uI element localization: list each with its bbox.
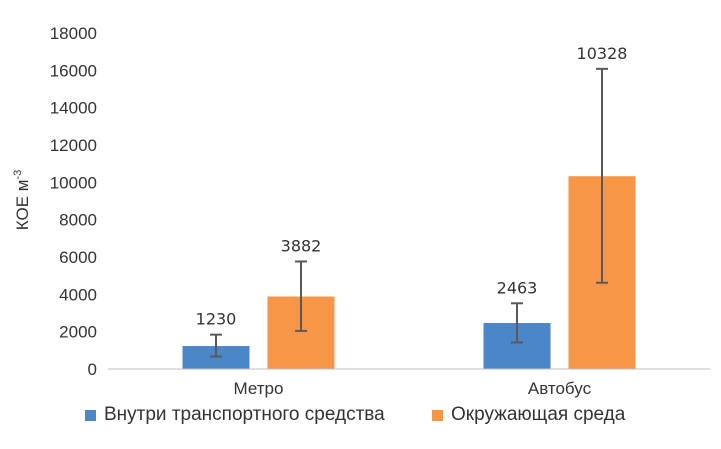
y-tick-label: 8000 [59, 211, 97, 230]
y-tick-label: 12000 [50, 136, 97, 155]
error-bars [210, 67, 608, 358]
legend-item-inside: Внутри транспортного средства [85, 404, 385, 426]
y-tick-label: 6000 [59, 248, 97, 267]
y-tick-label: 14000 [50, 99, 97, 118]
data-label: 2463 [497, 278, 538, 297]
y-tick-label: 16000 [50, 61, 97, 80]
legend-label-environment: Окружающая среда [451, 404, 626, 425]
bar-inside [182, 346, 250, 369]
y-tick-label: 4000 [59, 285, 97, 304]
legend: Внутри транспортного средства Окружающая… [0, 404, 721, 436]
data-labels: 1230 3882 2463 10328 [196, 44, 628, 329]
data-label: 10328 [577, 44, 628, 63]
y-axis-ticks: 0 2000 4000 6000 8000 10000 12000 14000 16000 180… [50, 24, 97, 379]
y-tick-label: 2000 [59, 323, 97, 342]
category-label: Метро [234, 379, 284, 398]
legend-swatch-inside [85, 409, 96, 421]
y-tick-label: 10000 [50, 173, 97, 192]
category-label: Автобус [528, 379, 592, 398]
legend-label-inside: Внутри транспортного средства [104, 404, 385, 425]
data-label: 3882 [281, 236, 322, 255]
legend-swatch-environment [432, 409, 443, 421]
category-labels: Метро Автобус [234, 379, 592, 398]
data-label: 1230 [196, 310, 237, 329]
y-tick-label: 18000 [50, 24, 97, 43]
legend-item-environment: Окружающая среда [432, 404, 625, 426]
y-tick-label: 0 [88, 360, 97, 379]
y-axis-label: КОЕ м-3 [12, 170, 32, 230]
bars [182, 176, 636, 369]
